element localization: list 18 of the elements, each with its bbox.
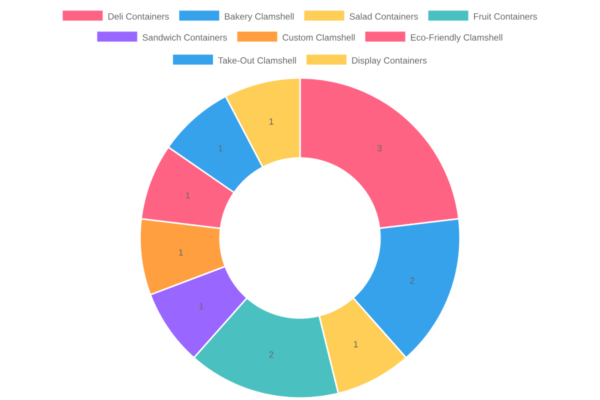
data-label: 3 <box>377 144 382 152</box>
legend-label: Sandwich Containers <box>142 34 227 41</box>
data-label: 2 <box>410 277 414 284</box>
data-label: 2 <box>269 351 274 358</box>
data-label: 1 <box>186 192 190 199</box>
data-label: 1 <box>179 249 183 256</box>
legend-label: Take-Out Clamshell <box>218 57 296 64</box>
data-label: 1 <box>269 118 274 125</box>
data-label: 1 <box>354 341 358 348</box>
legend-label: Bakery Clamshell <box>224 13 294 22</box>
legend-label: Eco-Friendly Clamshell <box>411 34 502 42</box>
legend-label: Display Containers <box>352 57 427 66</box>
legend-label: Salad Containers <box>350 13 418 20</box>
legend-label: Custom Clamshell <box>282 34 355 41</box>
legend-label: Deli Containers <box>108 13 169 20</box>
legend-label: Fruit Containers <box>474 13 537 20</box>
data-label: 1 <box>199 303 204 310</box>
data-label: 1 <box>218 145 222 152</box>
